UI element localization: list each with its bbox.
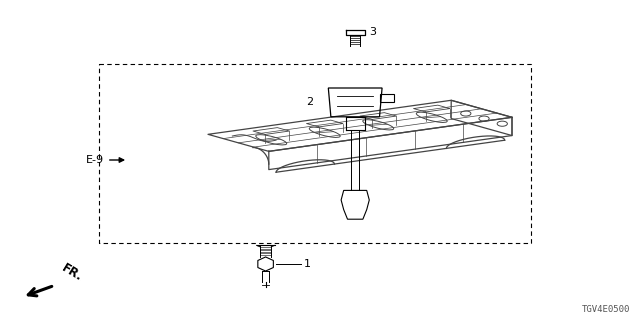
- Text: FR.: FR.: [60, 262, 85, 284]
- Text: TGV4E0500: TGV4E0500: [582, 305, 630, 314]
- Text: E-9: E-9: [86, 155, 104, 165]
- Text: 2: 2: [307, 97, 314, 108]
- Text: 3: 3: [369, 27, 376, 37]
- Text: 1: 1: [304, 259, 311, 269]
